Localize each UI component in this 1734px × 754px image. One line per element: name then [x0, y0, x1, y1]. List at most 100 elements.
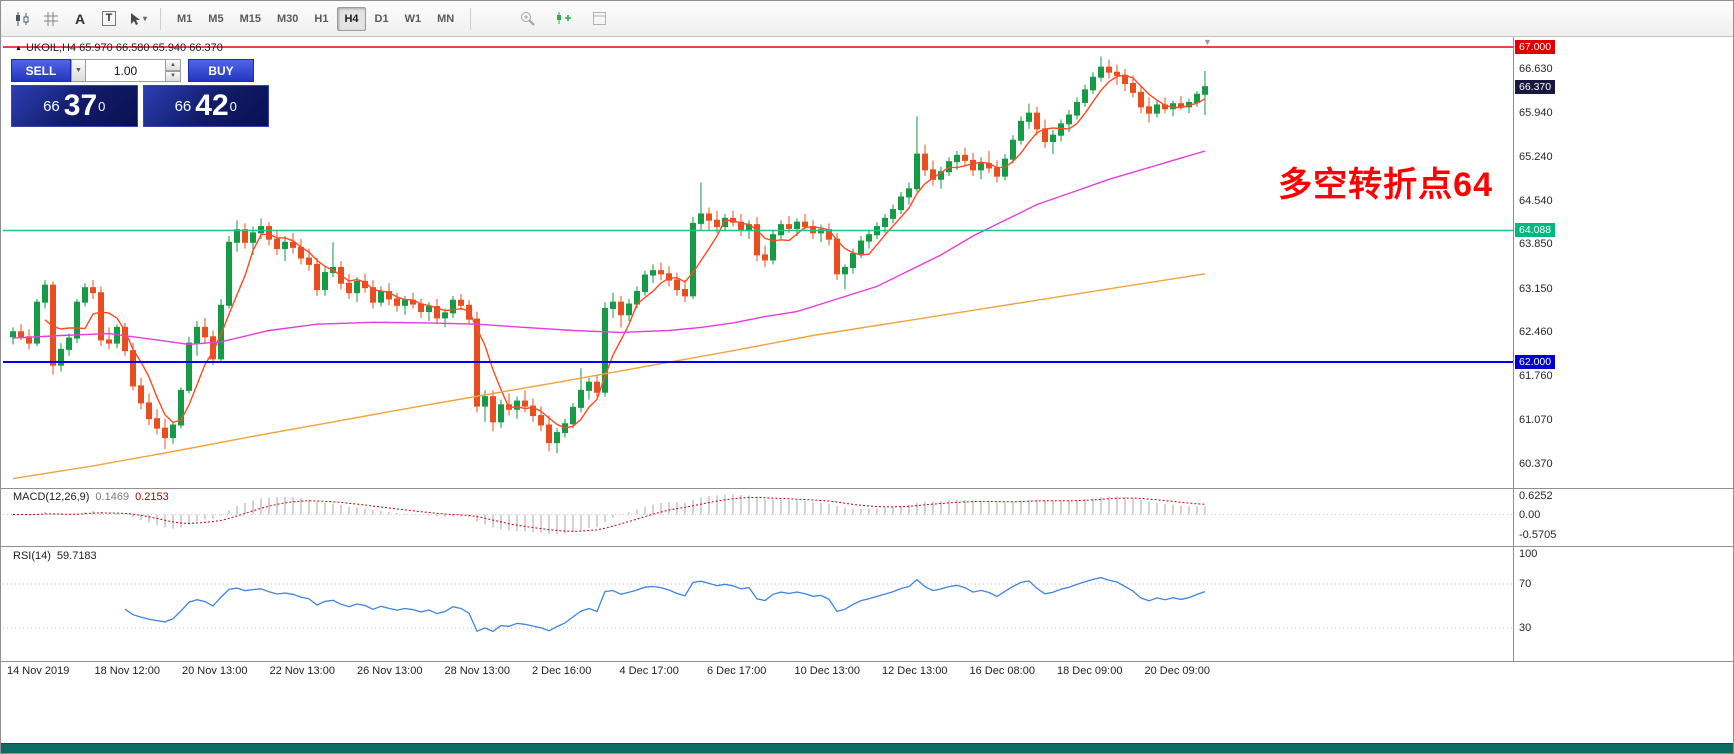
toolbar-extra-icons	[514, 6, 612, 31]
rsi-value: 59.7183	[56, 550, 97, 562]
buy-price-pipette: 0	[229, 98, 237, 114]
macd-label-text: MACD(12,26,9)	[13, 491, 90, 503]
price-axis-tick: 60.370	[1519, 457, 1553, 470]
price-axis-tick: 64.540	[1519, 194, 1553, 207]
time-axis-label: 18 Nov 12:00	[94, 665, 160, 677]
one-click-trading-panel: SELL ▼ ▲ ▼ BUY 66 37 0 66 42 0	[11, 59, 269, 127]
timeframe-M5[interactable]: M5	[201, 7, 230, 31]
timeframe-W1[interactable]: W1	[398, 7, 429, 31]
rsi-indicator-label: RSI(14) 59.7183	[13, 550, 97, 562]
toolbar-separator	[470, 7, 472, 30]
time-axis-label: 20 Dec 09:00	[1144, 665, 1210, 677]
time-axis-label: 14 Nov 2019	[7, 665, 70, 677]
cursor-glyph	[130, 12, 140, 25]
macd-axis-label: 0.00	[1519, 508, 1541, 521]
sell-price-pipette: 0	[98, 98, 106, 114]
zoom-in-icon[interactable]	[514, 6, 540, 31]
price-axis-tick: 61.760	[1519, 370, 1553, 383]
time-axis-label: 6 Dec 17:00	[707, 665, 767, 677]
time-axis-label: 16 Dec 08:00	[969, 665, 1035, 677]
price-axis-tick: 65.940	[1519, 106, 1553, 119]
macd-axis-label: -0.5705	[1519, 528, 1557, 541]
chevron-down-icon: ▾	[142, 14, 147, 23]
buy-price-whole: 66	[174, 97, 192, 115]
time-axis-label: 10 Dec 13:00	[794, 665, 860, 677]
timeframe-D1[interactable]: D1	[368, 7, 396, 31]
time-axis-label: 26 Nov 13:00	[357, 665, 423, 677]
chart-candles-glyph	[15, 11, 28, 26]
crosshair-cursor-icon[interactable]: ▾	[125, 6, 151, 31]
text-box-glyph: T	[101, 11, 117, 26]
text-box-icon[interactable]: T	[96, 6, 122, 31]
volume-steppers: ▲ ▼	[166, 59, 181, 82]
price-axis-tick: 62.460	[1519, 326, 1553, 339]
price-axis-tick: 65.240	[1519, 150, 1553, 163]
rsi-timeaxis-separator	[1, 661, 1733, 662]
indicators-glyph	[556, 12, 571, 24]
timeframe-M30[interactable]: M30	[270, 7, 305, 31]
chart-candles-icon[interactable]	[9, 6, 35, 31]
timeframe-group: M1 M5 M15 M30 H1 H4 D1 W1 MN	[170, 6, 461, 31]
toolbar-separator	[160, 7, 161, 30]
price-axis-badge-pivot: 64.088	[1515, 223, 1556, 238]
price-axis-tick: 61.070	[1519, 413, 1553, 426]
timeframe-M1[interactable]: M1	[170, 7, 199, 31]
volume-control: ▲ ▼	[86, 59, 181, 82]
grid-icon[interactable]	[38, 6, 64, 31]
templates-glyph	[592, 12, 606, 25]
time-axis-label: 18 Dec 09:00	[1057, 665, 1123, 677]
price-axis-tick: 63.850	[1519, 238, 1553, 251]
chart-marker-icon: ▲	[15, 44, 22, 52]
volume-input[interactable]	[86, 59, 166, 82]
rsi-axis-label: 100	[1519, 548, 1538, 560]
volume-increase-button[interactable]: ▲	[166, 59, 181, 71]
zoom-in-glyph	[520, 12, 535, 26]
chart-annotation-text: 多空转折点64	[1278, 166, 1493, 204]
indicators-icon[interactable]	[550, 6, 576, 31]
time-axis-label: 22 Nov 13:00	[269, 665, 335, 677]
rsi-label-text: RSI(14)	[13, 550, 51, 562]
trade-controls-row: SELL ▼ ▲ ▼ BUY	[11, 59, 269, 82]
volume-dropdown-button[interactable]: ▼	[71, 59, 86, 82]
time-axis-label: 28 Nov 13:00	[444, 665, 510, 677]
toolbar: A T ▾ M1 M5 M15 M30 H1 H4 D1 W1 MN	[1, 1, 1733, 37]
chart-shift-marker-icon[interactable]: ▼	[1203, 37, 1212, 47]
macd-rsi-separator[interactable]	[1, 546, 1733, 547]
timeframe-MN[interactable]: MN	[430, 7, 461, 31]
price-axis-badge-support: 62.000	[1515, 355, 1556, 369]
time-axis: 14 Nov 2019 18 Nov 12:00 20 Nov 13:00 22 No…	[1, 665, 1733, 681]
rsi-axis-label: 70	[1519, 578, 1532, 590]
price-axis-badge-current: 66.370	[1515, 79, 1556, 94]
time-axis-label: 4 Dec 17:00	[619, 665, 679, 677]
price-axis-tick: 63.150	[1519, 282, 1553, 295]
sell-price-display[interactable]: 66 37 0	[11, 85, 138, 127]
macd-main-value: 0.1469	[95, 491, 130, 503]
volume-decrease-button[interactable]: ▼	[166, 70, 181, 82]
price-axis-separator	[1513, 37, 1514, 662]
buy-price-pips: 42	[195, 89, 229, 122]
sell-button[interactable]: SELL	[11, 59, 71, 82]
time-axis-label: 12 Dec 13:00	[882, 665, 948, 677]
time-axis-label: 2 Dec 16:00	[532, 665, 592, 677]
price-axis-badge-resistance: 67.000	[1515, 40, 1556, 54]
timeframe-H4[interactable]: H4	[337, 6, 366, 31]
templates-icon[interactable]	[586, 6, 612, 31]
timeframe-H1[interactable]: H1	[307, 7, 335, 31]
macd-indicator-label: MACD(12,26,9) 0.1469 0.2153	[13, 491, 169, 503]
grid-glyph	[44, 11, 58, 26]
main-macd-separator[interactable]	[1, 488, 1733, 489]
macd-axis-label: 0.6252	[1519, 490, 1553, 502]
timeframe-M15[interactable]: M15	[233, 7, 268, 31]
time-axis-label: 20 Nov 13:00	[182, 665, 248, 677]
macd-signal-value: 0.2153	[135, 491, 169, 503]
buy-price-display[interactable]: 66 42 0	[142, 85, 269, 127]
buy-button[interactable]: BUY	[188, 59, 254, 82]
symbol-info: ▲ UKOIL,H4 65.970 66.580 65.940 66.370	[15, 42, 223, 54]
price-axis-tick: 66.630	[1519, 63, 1553, 76]
symbol-ohlc-text: UKOIL,H4 65.970 66.580 65.940 66.370	[25, 42, 223, 54]
sell-price-pips: 37	[63, 89, 98, 122]
status-strip	[1, 743, 1733, 753]
text-label-icon[interactable]: A	[74, 10, 86, 27]
